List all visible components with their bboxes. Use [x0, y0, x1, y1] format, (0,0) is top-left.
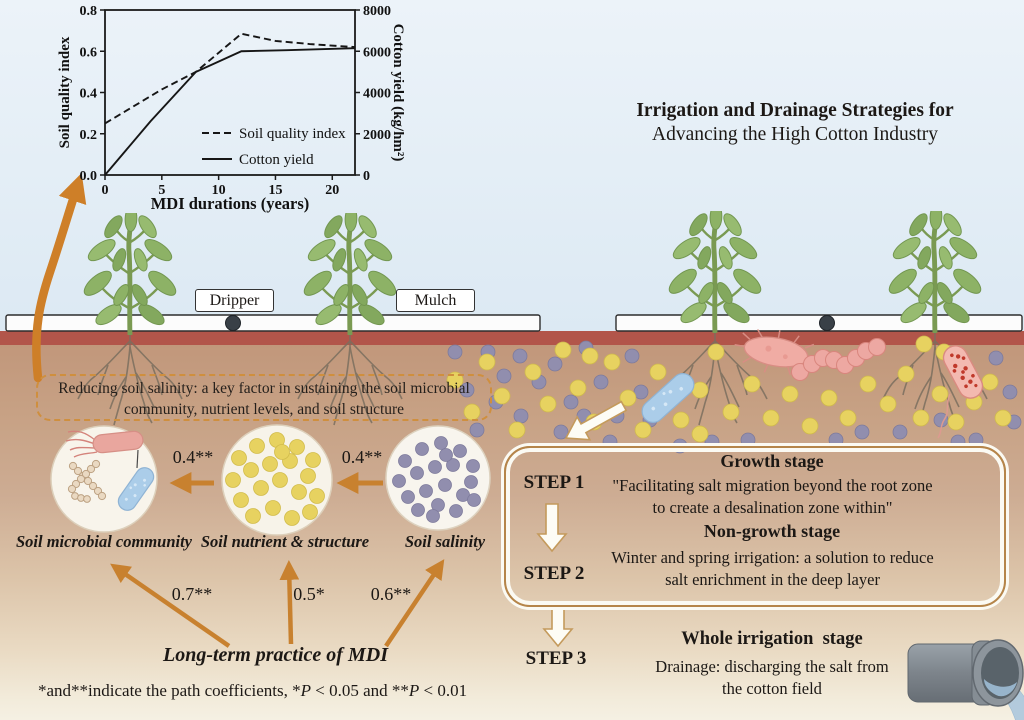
red-bacterium [937, 345, 984, 439]
svg-text:0.4: 0.4 [80, 87, 98, 102]
soil-salinity-callout: Reducing soil salinity: a key factor in … [36, 374, 492, 421]
svg-text:20: 20 [325, 183, 339, 198]
step2-label: STEP 2 [523, 563, 585, 584]
drain-pipe-illustration [907, 639, 1024, 720]
callout-line1: Reducing soil salinity: a key factor in … [58, 380, 470, 397]
node-label-salinity: Soil salinity [404, 532, 486, 551]
nutrient-dots [446, 335, 1012, 443]
svg-text:Cotton yield (kg/hm²): Cotton yield (kg/hm²) [390, 24, 404, 162]
amoeba-protozoan [734, 329, 818, 376]
svg-text:Soil quality index: Soil quality index [239, 126, 346, 142]
footnote-part: *and**indicate the path coefficients, * [38, 681, 301, 700]
steps-panel [504, 446, 1006, 607]
figure-title-line1: Irrigation and Drainage Strategies for [636, 100, 954, 121]
nongrowth-stage-line2: salt enrichment in the deep layer [665, 570, 880, 589]
mdi-source-label: Long-term practice of MDI [163, 644, 388, 666]
nongrowth-stage-title: Non-growth stage [703, 521, 841, 541]
figure-title: Irrigation and Drainage Strategies for A… [605, 99, 985, 147]
path-coefficient-footnote: *and**indicate the path coefficients, *P… [38, 681, 467, 701]
path-coefficient-arrows [110, 471, 445, 648]
svg-text:15: 15 [268, 183, 282, 198]
soil-organisms [641, 329, 984, 439]
dripper-dot [819, 315, 835, 331]
salt-dots [447, 340, 1022, 454]
soil-salinity-circle [385, 425, 491, 531]
callout-line2: community, nutrient levels, and soil str… [123, 400, 405, 418]
growth-stage-line2: to create a desalination zone within" [652, 498, 893, 517]
mdi-duration-chart: 0.0 0.2 0.4 0.6 0.8 0 2000 4000 6000 8000 0 5 10 15 20… [57, 4, 404, 213]
mulch-label: Mulch [396, 289, 475, 312]
growth-stage-line1: "Facilitating salt migration beyond the … [612, 476, 933, 495]
whole-stage-line1: Drainage: discharging the salt from [655, 657, 889, 676]
svg-text:0.6: 0.6 [80, 45, 98, 60]
svg-text:5: 5 [158, 183, 165, 198]
dripper-label: Dripper [195, 289, 274, 312]
soil-nutrient-structure-circle [221, 424, 333, 536]
coef-mdi-to-salinity: 0.6** [370, 584, 412, 604]
step3-label: STEP 3 [525, 648, 587, 669]
sky-background [0, 0, 1024, 332]
coef-nutrient-to-microbial: 0.4** [172, 447, 214, 467]
svg-text:0: 0 [102, 183, 109, 198]
svg-text:MDI durations (years): MDI durations (years) [151, 194, 310, 213]
svg-text:0.2: 0.2 [80, 128, 98, 143]
step-flow-arrows [536, 400, 628, 648]
svg-text:Cotton yield: Cotton yield [239, 152, 314, 168]
footnote-part: < 0.05 and ** [311, 681, 409, 700]
svg-text:4000: 4000 [363, 87, 391, 102]
svg-text:8000: 8000 [363, 4, 391, 19]
node-label-microbial: Soil microbial community [15, 532, 192, 551]
step1-label: STEP 1 [523, 472, 585, 493]
footnote-p-italic: P [408, 681, 420, 700]
svg-text:Soil quality index: Soil quality index [57, 36, 73, 148]
soil-background [0, 345, 1024, 720]
footnote-p-italic: P [300, 681, 312, 700]
soil-to-chart-arrow [32, 173, 87, 383]
whole-stage-title: Whole irrigation stage [681, 629, 863, 649]
nongrowth-stage-line1: Winter and spring irrigation: a solution… [611, 548, 934, 567]
step2-to-step3-arrow [542, 606, 574, 648]
bacteria-chain [791, 338, 886, 381]
step1-to-step2-arrow [536, 503, 568, 553]
svg-text:0.8: 0.8 [80, 4, 98, 19]
blue-bacterium [641, 373, 695, 423]
mulch-film-right [615, 314, 1023, 332]
node-label-nutrient: Soil nutrient & structure [200, 532, 370, 551]
footnote-part: < 0.01 [419, 681, 468, 700]
growth-stage-title: Growth stage [720, 451, 824, 471]
fungal-chains [67, 459, 107, 503]
soil-microbial-community-circle [50, 425, 158, 533]
figure-title-line2: Advancing the High Cotton Industry [652, 123, 938, 145]
svg-text:2000: 2000 [363, 128, 391, 143]
svg-text:0.0: 0.0 [80, 169, 98, 184]
dripper-dot [225, 315, 241, 331]
svg-text:6000: 6000 [363, 45, 391, 60]
coef-mdi-to-nutrient: 0.5* [293, 584, 325, 604]
coef-salinity-to-nutrient: 0.4** [341, 447, 383, 467]
svg-text:0: 0 [363, 169, 370, 184]
svg-text:10: 10 [212, 183, 226, 198]
whole-stage-line2: the cotton field [722, 679, 822, 698]
mulch-film-left [5, 314, 541, 332]
coef-mdi-to-microbial: 0.7** [171, 584, 213, 604]
soil-to-steps-arrow [564, 400, 628, 441]
